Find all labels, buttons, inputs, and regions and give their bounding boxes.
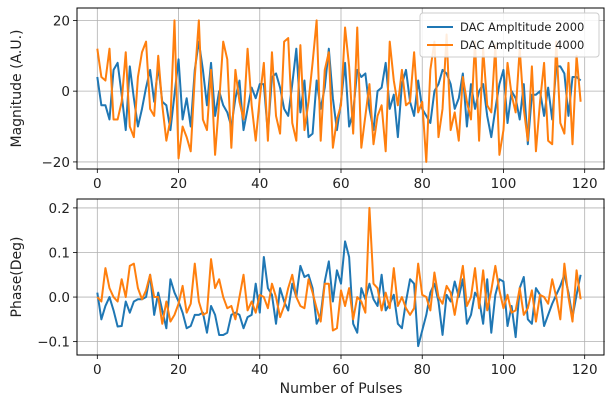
magnitude-plot: 0 20 40 60 80 100 120 −20 0 20 Magnitude (A.U.) DAC… xyxy=(9,7,605,192)
y-axis-label: Phase(Deg) xyxy=(9,236,25,317)
x-tick-label: 80 xyxy=(414,362,431,378)
x-tick-label: 60 xyxy=(332,176,349,192)
x-tick-label: 40 xyxy=(251,176,268,192)
x-tick-label: 20 xyxy=(170,176,187,192)
x-tick-label: 0 xyxy=(93,176,102,192)
series-line-1 xyxy=(96,240,582,348)
y-tick-label: 0 xyxy=(61,84,70,100)
x-tick-label: 120 xyxy=(572,176,598,192)
legend-label-2: DAC Ampltitude 4000 xyxy=(460,38,584,52)
series-line-2 xyxy=(96,19,582,163)
x-tick-label: 120 xyxy=(572,362,598,378)
y-tick-label: 0.1 xyxy=(49,245,70,261)
y-tick-label: 20 xyxy=(53,13,70,29)
legend: DAC Ampltitude 2000 DAC Ampltitude 4000 xyxy=(419,12,600,58)
x-tick-label: 100 xyxy=(491,362,517,378)
x-tick-label: 80 xyxy=(414,176,431,192)
y-axis-label: Magnitude (A.U.) xyxy=(9,29,25,147)
axes-frame xyxy=(76,7,605,170)
y-tick-label: −0.1 xyxy=(37,335,70,351)
phase-plot: 0 20 40 60 80 100 120 −0.1 0.0 0.1 0.2 Phase(Deg) Nu… xyxy=(9,198,605,397)
x-tick-label: 40 xyxy=(251,362,268,378)
y-tick-label: 0.2 xyxy=(49,201,70,217)
legend-box xyxy=(419,12,600,58)
series-line-2 xyxy=(96,206,582,332)
y-tick-label: 0.0 xyxy=(49,290,70,306)
y-tick-label: −20 xyxy=(42,155,71,171)
x-tick-label: 60 xyxy=(332,362,349,378)
x-tick-label: 100 xyxy=(491,176,517,192)
legend-label-1: DAC Ampltitude 2000 xyxy=(460,20,584,34)
axes-frame xyxy=(76,198,605,356)
x-tick-label: 0 xyxy=(93,362,102,378)
x-axis-label: Number of Pulses xyxy=(280,381,403,397)
x-tick-label: 20 xyxy=(170,362,187,378)
